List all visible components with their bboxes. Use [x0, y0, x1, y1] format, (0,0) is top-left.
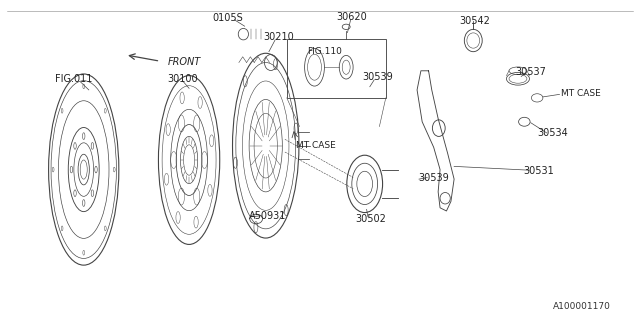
Text: 30531: 30531 [524, 166, 554, 176]
Text: MT CASE: MT CASE [561, 89, 601, 98]
Text: FIG.011: FIG.011 [56, 74, 93, 84]
Text: 30537: 30537 [515, 68, 546, 77]
Text: 30100: 30100 [168, 74, 198, 84]
Text: MT CASE: MT CASE [296, 141, 335, 150]
Text: FIG.110: FIG.110 [307, 47, 342, 56]
Text: 30534: 30534 [538, 128, 568, 138]
Text: 30539: 30539 [362, 72, 393, 82]
Text: A50931: A50931 [249, 211, 286, 221]
Text: 30539: 30539 [419, 172, 449, 182]
Bar [287, 39, 386, 98]
Text: 30210: 30210 [263, 32, 294, 42]
Text: 30502: 30502 [356, 214, 387, 224]
Text: 0105S: 0105S [212, 13, 243, 23]
Text: 30542: 30542 [459, 16, 490, 27]
Text: 30620: 30620 [337, 12, 367, 22]
Text: A100001170: A100001170 [553, 302, 611, 311]
Text: FRONT: FRONT [168, 57, 201, 67]
